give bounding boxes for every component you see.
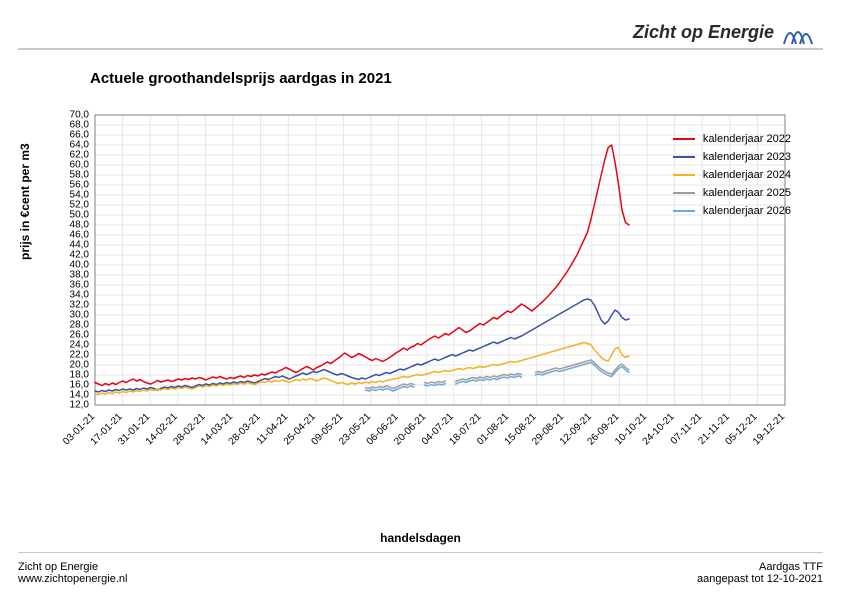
brand-text: Zicht op Energie — [633, 22, 774, 43]
x-axis-title: handelsdagen — [0, 531, 841, 545]
svg-text:70,0: 70,0 — [70, 110, 90, 121]
svg-text:56,0: 56,0 — [70, 180, 90, 191]
brand-header: Zicht op Energie — [633, 18, 816, 46]
svg-text:16,0: 16,0 — [70, 380, 90, 391]
svg-text:50,0: 50,0 — [70, 210, 90, 221]
svg-text:48,0: 48,0 — [70, 220, 90, 231]
svg-text:30,0: 30,0 — [70, 310, 90, 321]
footer-rule — [18, 552, 823, 553]
svg-text:22,0: 22,0 — [70, 350, 90, 361]
legend-label: kalenderjaar 2022 — [703, 130, 791, 148]
svg-text:32,0: 32,0 — [70, 300, 90, 311]
svg-text:18,0: 18,0 — [70, 370, 90, 381]
legend-swatch — [673, 210, 695, 212]
legend-label: kalenderjaar 2025 — [703, 184, 791, 202]
footer-updated: aangepast tot 12-10-2021 — [697, 573, 823, 585]
legend-swatch — [673, 138, 695, 140]
svg-text:42,0: 42,0 — [70, 250, 90, 261]
svg-text:24,0: 24,0 — [70, 340, 90, 351]
legend-item: kalenderjaar 2022 — [673, 130, 791, 148]
footer-company: Zicht op Energie — [18, 561, 127, 573]
svg-text:36,0: 36,0 — [70, 280, 90, 291]
svg-text:68,0: 68,0 — [70, 120, 90, 131]
svg-text:62,0: 62,0 — [70, 150, 90, 161]
legend-item: kalenderjaar 2024 — [673, 166, 791, 184]
legend-item: kalenderjaar 2023 — [673, 148, 791, 166]
svg-text:34,0: 34,0 — [70, 290, 90, 301]
legend-swatch — [673, 174, 695, 176]
legend-item: kalenderjaar 2026 — [673, 202, 791, 220]
legend-label: kalenderjaar 2023 — [703, 148, 791, 166]
svg-text:58,0: 58,0 — [70, 170, 90, 181]
footer: Zicht op Energie www.zichtopenergie.nl A… — [18, 561, 823, 585]
legend-item: kalenderjaar 2025 — [673, 184, 791, 202]
svg-text:66,0: 66,0 — [70, 130, 90, 141]
svg-text:28,0: 28,0 — [70, 320, 90, 331]
svg-text:40,0: 40,0 — [70, 260, 90, 271]
legend-label: kalenderjaar 2026 — [703, 202, 791, 220]
svg-text:44,0: 44,0 — [70, 240, 90, 251]
chart-title: Actuele groothandelsprijs aardgas in 202… — [90, 70, 392, 87]
svg-text:26,0: 26,0 — [70, 330, 90, 341]
svg-text:64,0: 64,0 — [70, 140, 90, 151]
footer-url: www.zichtopenergie.nl — [18, 573, 127, 585]
svg-text:54,0: 54,0 — [70, 190, 90, 201]
legend-label: kalenderjaar 2024 — [703, 166, 791, 184]
header-rule — [18, 48, 823, 50]
svg-text:20,0: 20,0 — [70, 360, 90, 371]
brand-logo-icon — [782, 18, 816, 46]
svg-text:60,0: 60,0 — [70, 160, 90, 171]
footer-product: Aardgas TTF — [697, 561, 823, 573]
legend-swatch — [673, 192, 695, 194]
svg-text:12,0: 12,0 — [70, 400, 90, 411]
svg-text:14,0: 14,0 — [70, 390, 90, 401]
legend-swatch — [673, 156, 695, 158]
svg-text:46,0: 46,0 — [70, 230, 90, 241]
svg-text:52,0: 52,0 — [70, 200, 90, 211]
y-axis-title: prijs in €cent per m3 — [18, 143, 32, 260]
svg-text:38,0: 38,0 — [70, 270, 90, 281]
legend: kalenderjaar 2022kalenderjaar 2023kalend… — [673, 130, 791, 220]
